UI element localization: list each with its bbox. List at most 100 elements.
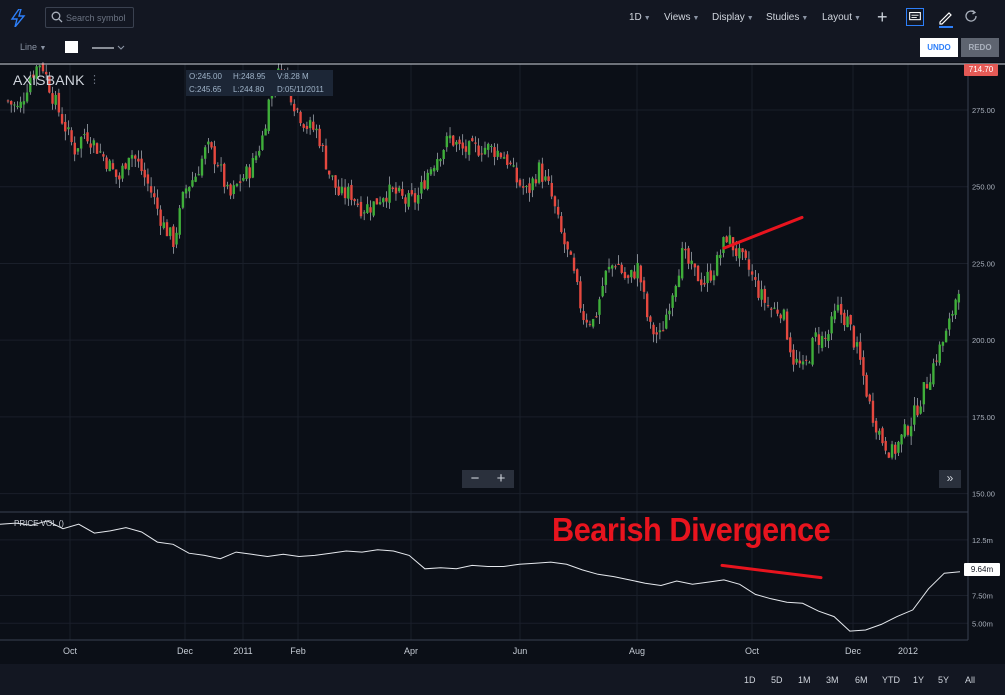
candle-body	[99, 151, 102, 153]
candle-body	[843, 312, 846, 326]
candle-body	[168, 227, 172, 237]
candle-body	[684, 248, 687, 251]
zoom-in-button[interactable]: +	[496, 470, 506, 487]
candle-body	[715, 255, 719, 276]
ohlc-legend: O:245.00 H:248.95 V:8.28 M C:245.65 L:24…	[186, 70, 333, 96]
candle-body	[601, 285, 604, 297]
color-swatch[interactable]	[65, 41, 78, 53]
candle-body	[728, 235, 732, 244]
bearish-divergence-annotation: Bearish Divergence	[552, 511, 831, 548]
candle-body	[862, 357, 865, 376]
candle-body	[515, 167, 518, 183]
candle-body	[254, 155, 258, 161]
candle-body	[439, 159, 442, 162]
candle-body	[219, 164, 223, 166]
display-menu[interactable]: Display ▼	[712, 12, 754, 23]
price-chart[interactable]: Oct Dec 2011 Feb Apr Jun Aug Oct Dec 2012 275.00 25…	[0, 62, 1005, 664]
candle-body	[356, 203, 359, 205]
candle-body	[210, 142, 213, 148]
candle-body	[779, 314, 782, 319]
candle-body	[461, 142, 464, 149]
chevron-down-icon: ▼	[746, 15, 754, 22]
interval-menu[interactable]: 1D ▼	[629, 12, 651, 23]
chevron-down-icon: ▼	[692, 15, 700, 22]
redo-button[interactable]: REDO	[961, 38, 999, 57]
candle-body	[426, 172, 429, 190]
candle-body	[820, 335, 824, 348]
candle-body	[588, 324, 592, 326]
range-button-5d[interactable]: 5D	[771, 675, 783, 685]
scroll-to-end-button[interactable]: »	[939, 470, 961, 488]
symbol-search[interactable]	[45, 7, 134, 28]
candle-body	[760, 289, 763, 300]
pencil-icon[interactable]	[937, 8, 955, 28]
search-icon	[51, 11, 63, 23]
candlestick-series	[6, 62, 961, 460]
candle-body	[296, 108, 299, 110]
candle-body	[948, 318, 951, 330]
range-button-1m[interactable]: 1M	[798, 675, 811, 685]
undo-button[interactable]: UNDO	[920, 38, 958, 57]
candle-body	[881, 428, 884, 444]
candle-body	[722, 237, 725, 254]
candle-body	[789, 337, 792, 353]
candle-body	[913, 405, 916, 425]
candle-body	[900, 434, 903, 445]
layout-menu[interactable]: Layout ▼	[822, 12, 861, 23]
range-button-6m[interactable]: 6M	[855, 675, 868, 685]
candle-body	[652, 324, 655, 335]
lightning-logo-icon[interactable]	[10, 9, 26, 27]
x-tick-label: Dec	[177, 646, 194, 656]
candle-body	[766, 305, 770, 307]
more-dots-icon[interactable]: ⋮	[89, 74, 100, 86]
range-button-5y[interactable]: 5Y	[938, 675, 950, 685]
candle-body	[321, 145, 325, 147]
range-button-all[interactable]: All	[965, 675, 976, 685]
y-tick-label: 200.00	[972, 336, 995, 345]
x-tick-label: 2011	[233, 646, 252, 656]
candle-body	[941, 341, 945, 346]
last-price-badge: 714.70	[964, 64, 998, 76]
candle-body	[359, 201, 363, 217]
candle-body	[79, 137, 83, 149]
candle-body	[655, 332, 658, 335]
line-style-select[interactable]	[92, 42, 126, 54]
candle-body	[906, 426, 910, 435]
views-menu[interactable]: Views ▼	[664, 12, 699, 23]
line-type-select[interactable]: Line ▼	[20, 42, 46, 52]
range-button-1d[interactable]: 1D	[744, 675, 756, 685]
candle-body	[506, 154, 509, 165]
candle-body	[305, 125, 309, 130]
studies-menu[interactable]: Studies ▼	[766, 12, 808, 23]
candle-body	[878, 430, 881, 435]
candle-body	[598, 299, 601, 315]
add-icon[interactable]: +	[877, 7, 888, 27]
range-button-ytd[interactable]: YTD	[882, 675, 900, 685]
legend-open: O:245.00	[189, 72, 222, 81]
candle-body	[178, 208, 181, 235]
candle-body	[830, 316, 833, 334]
candle-body	[747, 259, 751, 270]
candle-body	[235, 183, 239, 186]
candle-body	[839, 303, 843, 315]
candle-body	[935, 360, 938, 362]
candle-body	[114, 169, 118, 177]
range-button-1y[interactable]: 1Y	[913, 675, 925, 685]
search-input[interactable]	[66, 10, 132, 25]
candle-body	[331, 175, 334, 177]
candle-body	[108, 160, 111, 172]
candle-body	[916, 405, 919, 416]
reset-icon[interactable]	[964, 9, 978, 23]
candle-body	[620, 264, 623, 273]
zoom-out-button[interactable]: −	[470, 470, 480, 487]
candle-body	[560, 216, 563, 233]
range-button-3m[interactable]: 3M	[826, 675, 839, 685]
candle-body	[719, 254, 722, 259]
candle-body	[626, 275, 630, 278]
candle-body	[401, 188, 404, 196]
comment-icon[interactable]	[906, 8, 924, 26]
candle-body	[44, 71, 48, 75]
y-tick-label: 5.00m	[972, 619, 993, 628]
candle-body	[639, 265, 643, 283]
candle-body	[32, 74, 35, 78]
